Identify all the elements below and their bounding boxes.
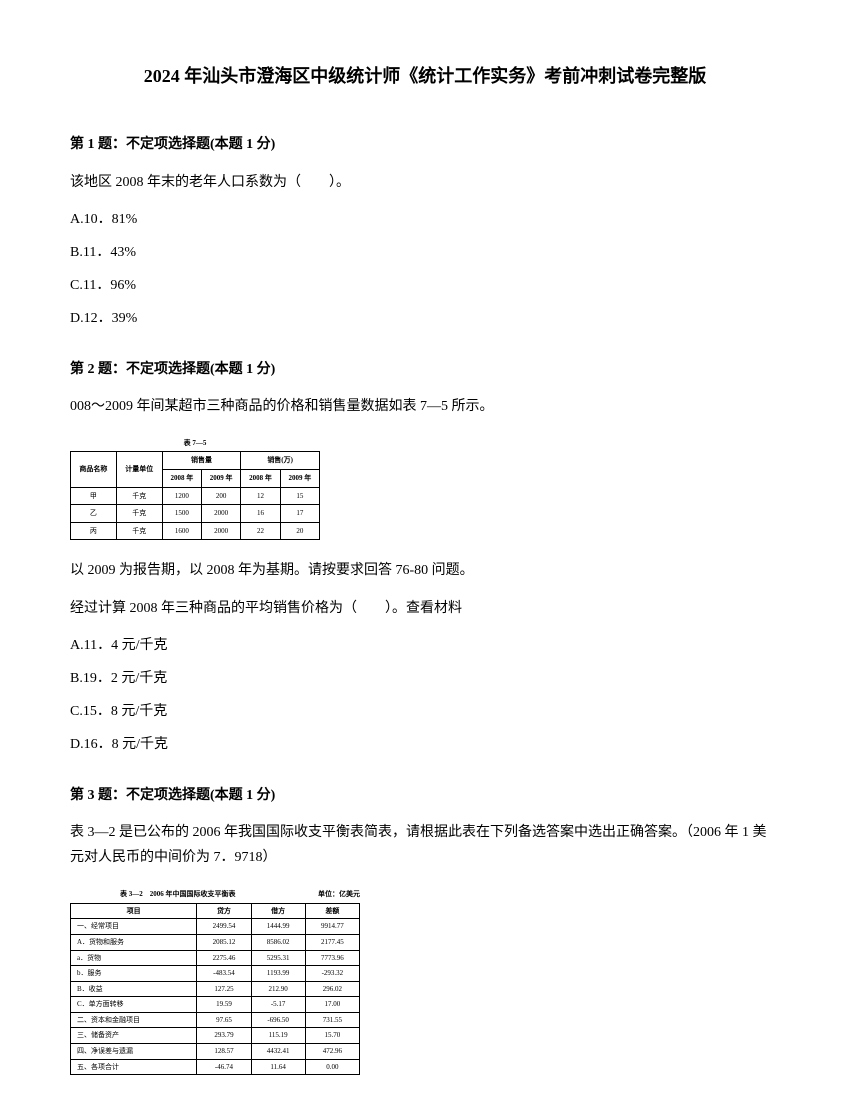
q2-body3: 经过计算 2008 年三种商品的平均销售价格为（ ）。查看材料 <box>70 596 780 621</box>
q2-table: 商品名称 计量单位 销售量 销售(万) 2008 年 2009 年 2008 年… <box>70 451 320 540</box>
q2-th-name: 商品名称 <box>71 452 117 487</box>
q2-header: 第 2 题：不定项选择题(本题 1 分) <box>70 357 780 382</box>
q3-th-2: 贷方 <box>197 903 251 919</box>
table-row: 甲 千克 1200 200 12 15 <box>71 487 320 505</box>
q2-option-d: D.16．8 元/千克 <box>70 732 780 757</box>
q2-th-y1: 2008 年 <box>162 470 201 488</box>
q2-table-container: 表 7—5 商品名称 计量单位 销售量 销售(万) 2008 年 2009 年 … <box>70 437 780 541</box>
table-row: A．货物和服务2085.128586.022177.45 <box>71 934 360 950</box>
table-row: 四、净误差与遗漏128.574432.41472.96 <box>71 1044 360 1060</box>
q3-table-title-left: 表 3—2 2006 年中国国际收支平衡表 <box>120 888 236 901</box>
table-row: B．收益127.25212.90296.02 <box>71 981 360 997</box>
q3-th-4: 差额 <box>305 903 359 919</box>
q2-option-b: B.19．2 元/千克 <box>70 666 780 691</box>
q3-table-title-right: 单位：亿美元 <box>318 888 360 901</box>
table-row: C．单方面转移19.59-5.1717.00 <box>71 997 360 1013</box>
table-row: 二、资本和金融项目97.65-696.50731.55 <box>71 1012 360 1028</box>
q1-option-d: D.12．39% <box>70 306 780 331</box>
q1-body: 该地区 2008 年末的老年人口系数为（ ）。 <box>70 170 780 195</box>
table-row: 三、储备资产293.79115.1915.70 <box>71 1028 360 1044</box>
q2-th-y2: 2009 年 <box>201 470 240 488</box>
q2-body1: 008～2009 年间某超市三种商品的价格和销售量数据如表 7—5 所示。 <box>70 394 780 419</box>
q1-header: 第 1 题：不定项选择题(本题 1 分) <box>70 132 780 157</box>
q3-th-1: 项目 <box>71 903 197 919</box>
table-row: a．货物2275.465295.317773.96 <box>71 950 360 966</box>
table-row: 五、各项合计-46.7411.640.00 <box>71 1059 360 1075</box>
q2-th-y4: 2009 年 <box>280 470 319 488</box>
q2-table-title: 表 7—5 <box>70 437 320 450</box>
q3-table: 项目 贷方 借方 差额 一、经常项目2499.541444.999914.77 … <box>70 903 360 1076</box>
q2-th-group2: 销售(万) <box>241 452 320 470</box>
table-row: 一、经常项目2499.541444.999914.77 <box>71 919 360 935</box>
q1-option-b: B.11．43% <box>70 240 780 265</box>
q1-option-a: A.10．81% <box>70 207 780 232</box>
page-title: 2024 年汕头市澄海区中级统计师《统计工作实务》考前冲刺试卷完整版 <box>70 60 780 92</box>
q2-body2: 以 2009 为报告期，以 2008 年为基期。请按要求回答 76-80 问题。 <box>70 558 780 583</box>
q2-th-group1: 销售量 <box>162 452 241 470</box>
table-row: b．服务-483.541193.99-293.32 <box>71 966 360 982</box>
q2-option-c: C.15．8 元/千克 <box>70 699 780 724</box>
q2-option-a: A.11．4 元/千克 <box>70 633 780 658</box>
q1-option-c: C.11．96% <box>70 273 780 298</box>
q3-th-3: 借方 <box>251 903 305 919</box>
table-row: 丙 千克 1600 2000 22 20 <box>71 522 320 540</box>
table-row: 乙 千克 1500 2000 16 17 <box>71 505 320 523</box>
q2-th-y3: 2008 年 <box>241 470 280 488</box>
q3-header: 第 3 题：不定项选择题(本题 1 分) <box>70 783 780 808</box>
q3-body: 表 3—2 是已公布的 2006 年我国国际收支平衡表简表，请根据此表在下列备选… <box>70 820 780 870</box>
q2-th-unit: 计量单位 <box>116 452 162 487</box>
q3-table-container: 表 3—2 2006 年中国国际收支平衡表 单位：亿美元 项目 贷方 借方 差额… <box>70 888 780 1075</box>
